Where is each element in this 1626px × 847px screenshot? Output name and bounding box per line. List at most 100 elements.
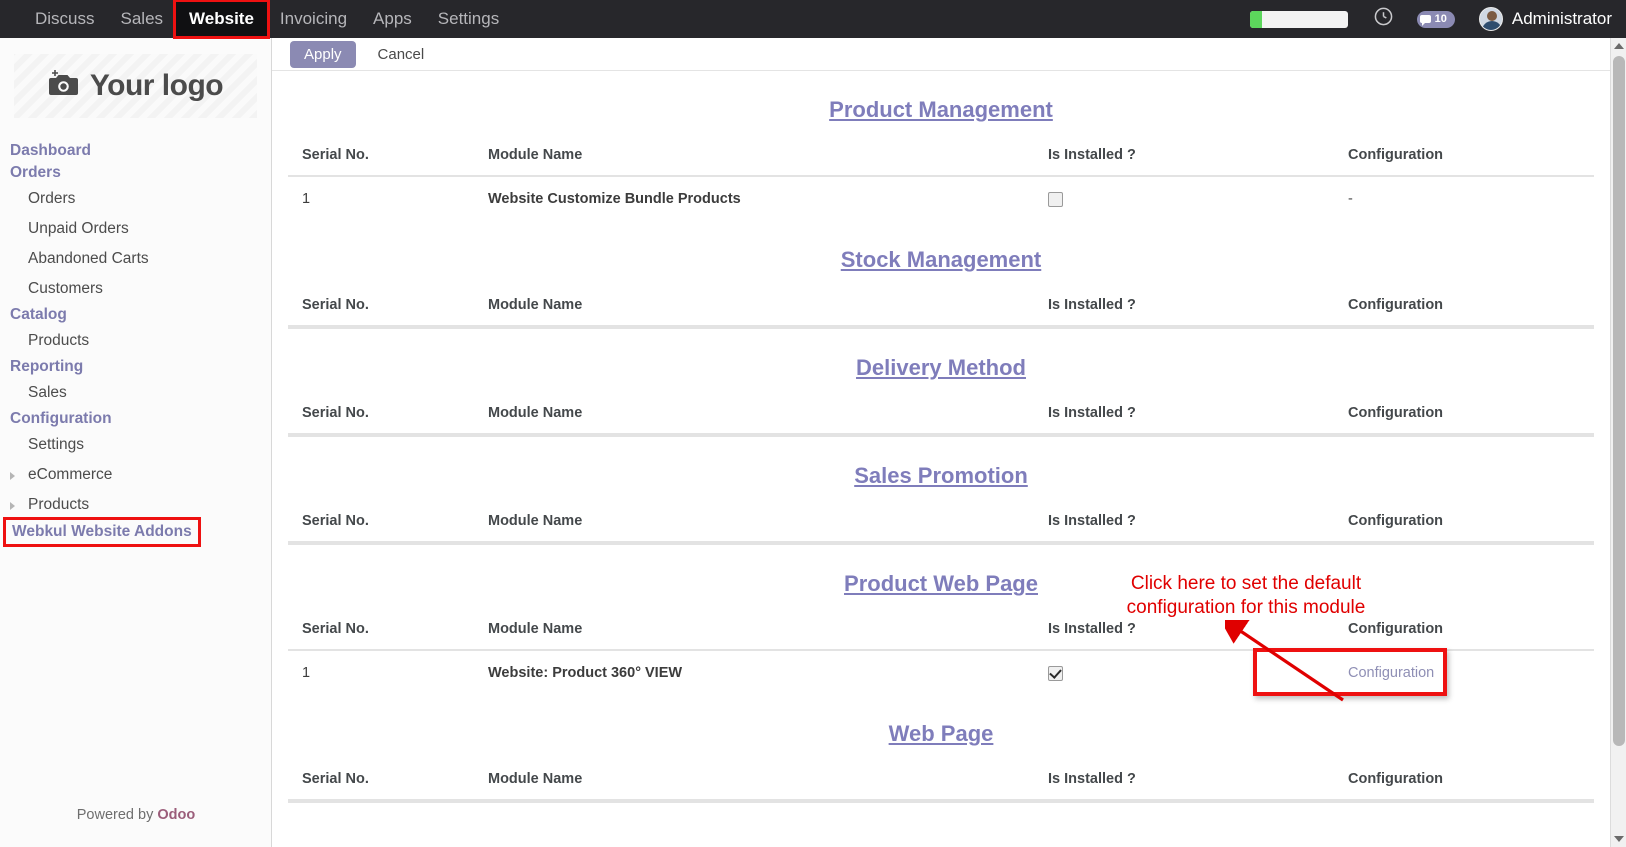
- cell-is-installed: [1048, 176, 1348, 221]
- cell-serial: 1: [302, 665, 311, 681]
- column-header-module: Module Name: [488, 291, 1048, 327]
- top-navigation-bar: Discuss Sales Website Invoicing Apps Settings…: [0, 0, 1626, 38]
- progress-bar: [1249, 10, 1348, 28]
- sidebar-item-abandoned-carts[interactable]: Abandoned Carts: [28, 250, 149, 267]
- cancel-button[interactable]: Cancel: [372, 45, 431, 64]
- cell-module-name: Website: Product 360° VIEW: [488, 665, 683, 681]
- column-header-serial: Serial No.: [288, 291, 488, 327]
- cell-is-installed: [1048, 650, 1348, 695]
- logo-text: Your logo: [89, 69, 224, 102]
- section-title[interactable]: Product Web Page: [844, 571, 1038, 596]
- configuration-empty: -: [1348, 191, 1353, 207]
- column-header-module: Module Name: [488, 399, 1048, 435]
- menu-item-sales[interactable]: Sales: [120, 9, 164, 28]
- column-header-installed: Is Installed ?: [1048, 765, 1348, 801]
- checkbox-unchecked[interactable]: [1048, 191, 1063, 207]
- column-header-configuration: Configuration: [1348, 399, 1594, 435]
- table-header-row: Serial No. Module Name Is Installed ? Confi…: [288, 507, 1594, 543]
- sidebar-item-reporting[interactable]: Reporting: [10, 358, 84, 375]
- clock-icon[interactable]: [1374, 7, 1393, 31]
- empty-section-divider: [288, 800, 1594, 803]
- module-table: Serial No. Module Name Is Installed ? Confi…: [288, 615, 1594, 696]
- section-title[interactable]: Web Page: [888, 721, 994, 746]
- main-menu: Discuss Sales Website Invoicing Apps Settings: [22, 0, 512, 38]
- sidebar-item-ecommerce[interactable]: eCommerce: [0, 460, 271, 490]
- column-header-serial: Serial No.: [288, 141, 488, 177]
- empty-section-divider: [288, 326, 1594, 329]
- table-row: 1 Website Customize Bundle Products -: [288, 176, 1594, 221]
- empty-section-divider: [288, 542, 1594, 545]
- messages-icon[interactable]: 10: [1416, 10, 1455, 28]
- module-table: Serial No. Module Name Is Installed ? Confi…: [288, 399, 1594, 437]
- sidebar-item-products[interactable]: Products: [0, 490, 271, 520]
- menu-item-apps[interactable]: Apps: [373, 9, 412, 28]
- sidebar-item-customers[interactable]: Customers: [28, 280, 103, 297]
- section-title[interactable]: Stock Management: [840, 247, 1042, 272]
- section-title[interactable]: Product Management: [829, 97, 1053, 122]
- sidebar-item-catalog[interactable]: Catalog: [10, 306, 67, 323]
- messages-count: 10: [1416, 10, 1455, 28]
- module-section: Stock Management Serial No. Module Name Is …: [272, 221, 1610, 329]
- table-header-row: Serial No. Module Name Is Installed ? Confi…: [288, 291, 1594, 327]
- main-content: Product Management Serial No. Module Name I…: [272, 71, 1610, 847]
- section-title[interactable]: Sales Promotion: [854, 463, 1028, 488]
- menu-item-discuss[interactable]: Discuss: [35, 9, 95, 28]
- menu-item-website[interactable]: Website: [176, 2, 267, 36]
- menu-item-invoicing[interactable]: Invoicing: [279, 9, 348, 28]
- cell-configuration: Configuration: [1253, 648, 1594, 696]
- column-header-installed: Is Installed ?: [1048, 141, 1348, 177]
- sidebar-item-configuration[interactable]: Configuration: [10, 410, 112, 427]
- table-header-row: Serial No. Module Name Is Installed ? Confi…: [288, 399, 1594, 435]
- sidebar-item-settings[interactable]: Settings: [28, 436, 85, 453]
- menu-item-settings[interactable]: Settings: [437, 9, 500, 28]
- vertical-scrollbar[interactable]: [1610, 38, 1626, 847]
- sidebar-item-orders[interactable]: Orders: [28, 190, 76, 207]
- module-table: Serial No. Module Name Is Installed ? Confi…: [288, 141, 1594, 221]
- sidebar-item-orders[interactable]: Orders: [10, 164, 61, 181]
- cell-serial: 1: [302, 191, 311, 207]
- scroll-up-arrow-icon[interactable]: [1611, 38, 1626, 54]
- column-header-configuration: Configuration: [1348, 291, 1594, 327]
- column-header-serial: Serial No.: [288, 399, 488, 435]
- empty-section-divider: [288, 434, 1594, 437]
- table-row: 1 Website: Product 360° VIEW Configuration: [288, 648, 1594, 696]
- column-header-module: Module Name: [488, 615, 1048, 651]
- module-section: Product Management Serial No. Module Name I…: [272, 71, 1610, 221]
- checkbox-checked[interactable]: [1048, 665, 1063, 681]
- sidebar-item-products[interactable]: Products: [28, 332, 90, 349]
- cell-module-name: Website Customize Bundle Products: [488, 191, 741, 207]
- column-header-installed: Is Installed ?: [1048, 291, 1348, 327]
- column-header-module: Module Name: [488, 765, 1048, 801]
- table-header-row: Serial No. Module Name Is Installed ? Confi…: [288, 141, 1594, 177]
- configuration-link[interactable]: Configuration: [1348, 665, 1435, 681]
- sidebar-item-sales[interactable]: Sales: [28, 384, 67, 401]
- user-name[interactable]: Administrator: [1511, 9, 1612, 28]
- column-header-installed: Is Installed ?: [1048, 615, 1348, 651]
- module-sections: Product Management Serial No. Module Name I…: [272, 71, 1610, 803]
- column-header-module: Module Name: [488, 141, 1048, 177]
- column-header-configuration: Configuration: [1348, 615, 1594, 651]
- logo-placeholder[interactable]: Your logo: [14, 54, 257, 118]
- column-header-serial: Serial No.: [288, 615, 488, 651]
- sidebar-item-webkul-website-addons[interactable]: Webkul Website Addons: [6, 520, 198, 544]
- action-bar: Apply Cancel: [272, 38, 1626, 71]
- avatar[interactable]: [1478, 7, 1503, 31]
- scroll-down-arrow-icon[interactable]: [1611, 831, 1626, 847]
- column-header-configuration: Configuration: [1348, 141, 1594, 177]
- sidebar-menu: Dashboard Orders Orders Unpaid Orders Abando…: [0, 140, 271, 544]
- powered-by-label: Powered by: [76, 807, 158, 823]
- odoo-brand-link[interactable]: Odoo: [157, 807, 196, 823]
- sidebar-item-unpaid-orders[interactable]: Unpaid Orders: [28, 220, 129, 237]
- column-header-module: Module Name: [488, 507, 1048, 543]
- module-section: Web Page Serial No. Module Name Is Installe…: [272, 695, 1610, 803]
- module-section: Delivery Method Serial No. Module Name Is I…: [272, 329, 1610, 437]
- apply-button[interactable]: Apply: [290, 40, 356, 68]
- sidebar-footer: Powered by Odoo: [0, 807, 272, 823]
- sidebar-item-dashboard[interactable]: Dashboard: [10, 142, 91, 159]
- column-header-configuration: Configuration: [1348, 507, 1594, 543]
- section-title[interactable]: Delivery Method: [856, 355, 1026, 380]
- camera-icon: [48, 69, 82, 103]
- module-table: Serial No. Module Name Is Installed ? Confi…: [288, 507, 1594, 545]
- module-table: Serial No. Module Name Is Installed ? Confi…: [288, 291, 1594, 329]
- scrollbar-thumb[interactable]: [1613, 56, 1625, 746]
